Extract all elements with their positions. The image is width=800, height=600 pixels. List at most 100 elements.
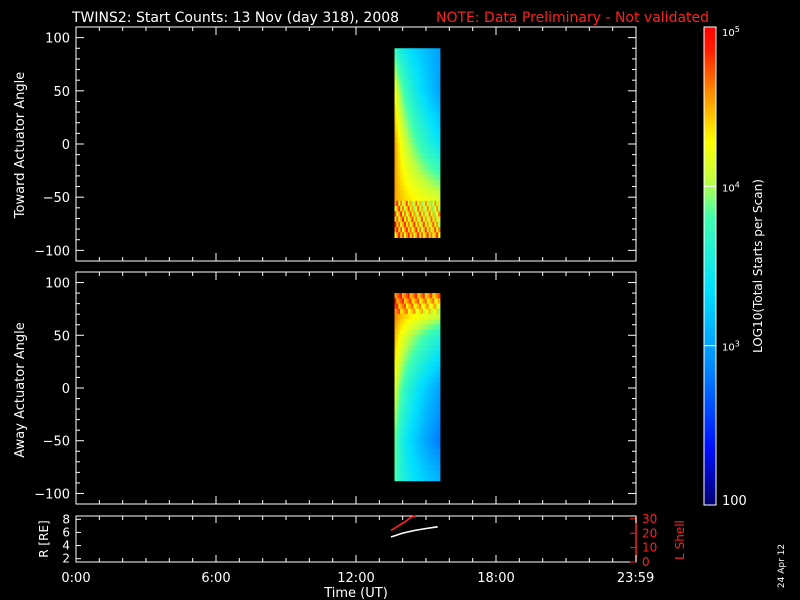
heatmap-cell xyxy=(398,345,401,351)
heatmap-cell xyxy=(438,232,441,238)
heatmap-cell xyxy=(403,227,407,233)
heatmap-cell xyxy=(402,185,405,191)
y-tick-label: 100 xyxy=(45,277,70,292)
heatmap-cell xyxy=(419,158,422,165)
heatmap-cell xyxy=(424,298,428,304)
heatmap-cell xyxy=(396,116,399,123)
heatmap-cell xyxy=(430,74,433,81)
heatmap-cell xyxy=(424,475,428,482)
heatmap-cell xyxy=(400,475,403,482)
y-tick-label: 100 xyxy=(45,32,70,47)
heatmap-cell xyxy=(411,428,414,435)
heatmap-cell xyxy=(428,111,431,118)
heatmap-cell xyxy=(438,313,441,320)
heatmap-cell xyxy=(409,221,412,228)
heatmap-cell xyxy=(421,200,424,207)
heatmap-cell xyxy=(417,79,420,86)
heatmap-cell xyxy=(428,90,431,97)
heatmap-cell xyxy=(413,179,416,186)
heatmap-cell xyxy=(434,200,437,207)
heatmap-cell xyxy=(426,227,430,233)
heatmap-cell xyxy=(426,137,430,144)
heatmap-cell xyxy=(415,319,418,325)
heatmap-cell xyxy=(413,137,416,144)
heatmap-cell xyxy=(403,53,407,60)
heatmap-cell xyxy=(407,127,411,133)
heatmap-cell xyxy=(436,69,439,75)
heatmap-cell xyxy=(426,355,430,362)
heatmap-cell xyxy=(434,206,437,212)
heatmap-cell xyxy=(432,340,435,346)
heatmap-cell xyxy=(409,158,412,165)
heatmap-cell xyxy=(436,74,439,81)
heatmap-cell xyxy=(413,121,416,128)
heatmap-cell xyxy=(402,216,405,223)
heatmap-cell xyxy=(407,100,411,107)
heatmap-cell xyxy=(400,111,403,118)
heatmap-cell xyxy=(398,179,401,186)
heatmap-cell xyxy=(426,153,430,160)
heatmap-cell xyxy=(424,111,428,118)
heatmap-cell xyxy=(402,329,405,336)
heatmap-cell xyxy=(409,293,412,299)
heatmap-cell xyxy=(430,132,433,139)
heatmap-cell xyxy=(415,340,418,346)
heatmap-cell xyxy=(396,470,399,476)
heatmap-cell xyxy=(430,355,433,362)
heatmap-cell xyxy=(396,69,399,75)
heatmap-cell xyxy=(421,407,424,414)
heatmap-cell xyxy=(430,158,433,165)
heatmap-cell xyxy=(419,53,422,60)
heatmap-cell xyxy=(436,221,439,228)
heatmap-cell xyxy=(438,449,441,456)
heatmap-cell xyxy=(394,58,397,65)
heatmap-cell xyxy=(411,329,414,336)
heatmap-cell xyxy=(417,439,420,445)
heatmap-cell xyxy=(413,465,416,471)
heatmap-cell xyxy=(430,407,433,414)
heatmap-cell xyxy=(411,334,414,341)
heatmap-cell xyxy=(419,371,422,377)
heatmap-cell xyxy=(430,53,433,60)
heatmap-cell xyxy=(434,418,437,424)
heatmap-cell xyxy=(438,190,441,196)
heatmap-cell xyxy=(398,69,401,75)
heatmap-cell xyxy=(428,95,431,102)
heatmap-cell xyxy=(436,58,439,65)
heatmap-cell xyxy=(400,142,403,149)
heatmap-cell xyxy=(396,216,399,223)
heatmap-cell xyxy=(394,163,397,170)
heatmap-cell xyxy=(407,137,411,144)
heatmap-cell xyxy=(426,195,430,202)
heatmap-cell xyxy=(421,340,424,346)
heatmap-cell xyxy=(402,58,405,65)
heatmap-cell xyxy=(398,313,401,320)
heatmap-cell xyxy=(421,74,424,81)
heatmap-cell xyxy=(398,232,401,238)
heatmap-cell xyxy=(409,74,412,81)
heatmap-cell xyxy=(398,298,401,304)
heatmap-cell xyxy=(400,392,403,398)
heatmap-cell xyxy=(398,148,401,154)
heatmap-cell xyxy=(438,397,441,403)
heatmap-cell xyxy=(403,319,407,325)
heatmap-cell xyxy=(424,418,428,424)
heatmap-cell xyxy=(400,90,403,97)
heatmap-cell xyxy=(411,340,414,346)
heatmap-cell xyxy=(434,95,437,102)
heatmap-cell xyxy=(415,111,418,118)
heatmap-cell xyxy=(438,381,441,388)
heatmap-cell xyxy=(419,179,422,186)
heatmap-cell xyxy=(421,69,424,75)
heatmap-cell xyxy=(436,232,439,238)
heatmap-cell xyxy=(403,433,407,440)
heatmap-cell xyxy=(419,195,422,202)
heatmap-cell xyxy=(403,423,407,430)
heatmap-cell xyxy=(419,185,422,191)
heatmap-cell xyxy=(430,428,433,435)
heatmap-cell xyxy=(413,69,416,75)
heatmap-cell xyxy=(438,413,441,419)
heatmap-cell xyxy=(403,232,407,238)
heatmap-cell xyxy=(417,340,420,346)
heatmap-cell xyxy=(413,48,416,54)
